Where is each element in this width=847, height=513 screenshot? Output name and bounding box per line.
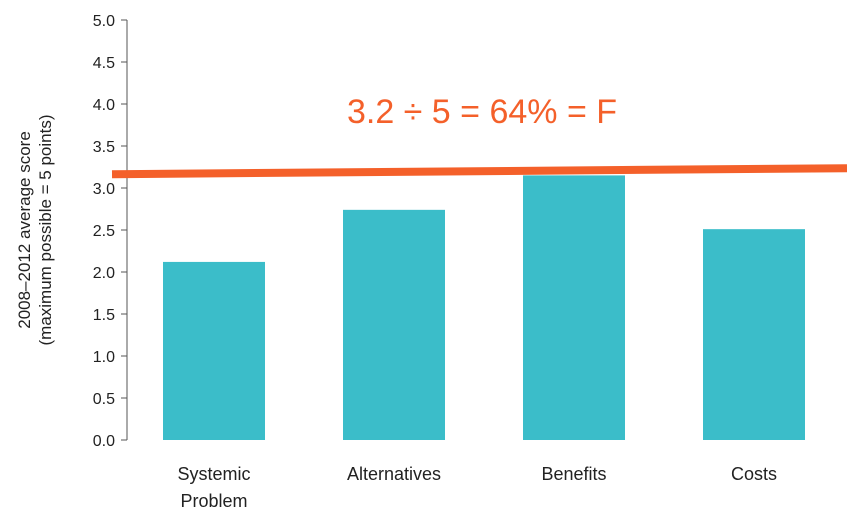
y-tick-label: 4.5 bbox=[93, 55, 115, 72]
y-tick-label: 1.5 bbox=[93, 307, 115, 324]
y-tick-label: 0.5 bbox=[93, 391, 115, 408]
reference-line bbox=[111, 164, 847, 179]
y-axis-label: 2008–2012 average score (maximum possible… bbox=[15, 114, 55, 345]
x-tick-label: Systemic Problem bbox=[177, 464, 250, 511]
y-tick-label: 3.5 bbox=[93, 139, 115, 156]
x-tick-label: Costs bbox=[731, 464, 777, 484]
bars bbox=[163, 175, 805, 440]
y-tick-label: 5.0 bbox=[93, 13, 115, 30]
bar bbox=[163, 261, 265, 440]
x-tick-label: Benefits bbox=[541, 464, 606, 484]
y-axis: 0.0 0.5 1.0 1.5 2.0 2.5 3.0 3.5 4.0 4.5 5.0 bbox=[93, 13, 128, 450]
y-tick-label: 2.5 bbox=[93, 223, 115, 240]
y-axis-title: 2008–2012 average score (maximum possible… bbox=[15, 114, 55, 345]
bar bbox=[703, 229, 805, 440]
y-tick-label: 1.0 bbox=[93, 349, 115, 366]
x-axis-labels: Systemic Problem Alternatives Benefits Costs bbox=[177, 464, 777, 511]
y-tick-label: 2.0 bbox=[93, 265, 115, 282]
annotation-text: 3.2 ÷ 5 = 64% = F bbox=[347, 93, 617, 131]
x-tick-label: Alternatives bbox=[347, 464, 441, 484]
y-tick-label: 4.0 bbox=[93, 97, 115, 114]
y-tick-label: 3.0 bbox=[93, 181, 115, 198]
bar bbox=[523, 175, 625, 440]
reference-line-group bbox=[111, 164, 847, 179]
bar bbox=[343, 209, 445, 440]
y-tick-label: 0.0 bbox=[93, 433, 115, 450]
